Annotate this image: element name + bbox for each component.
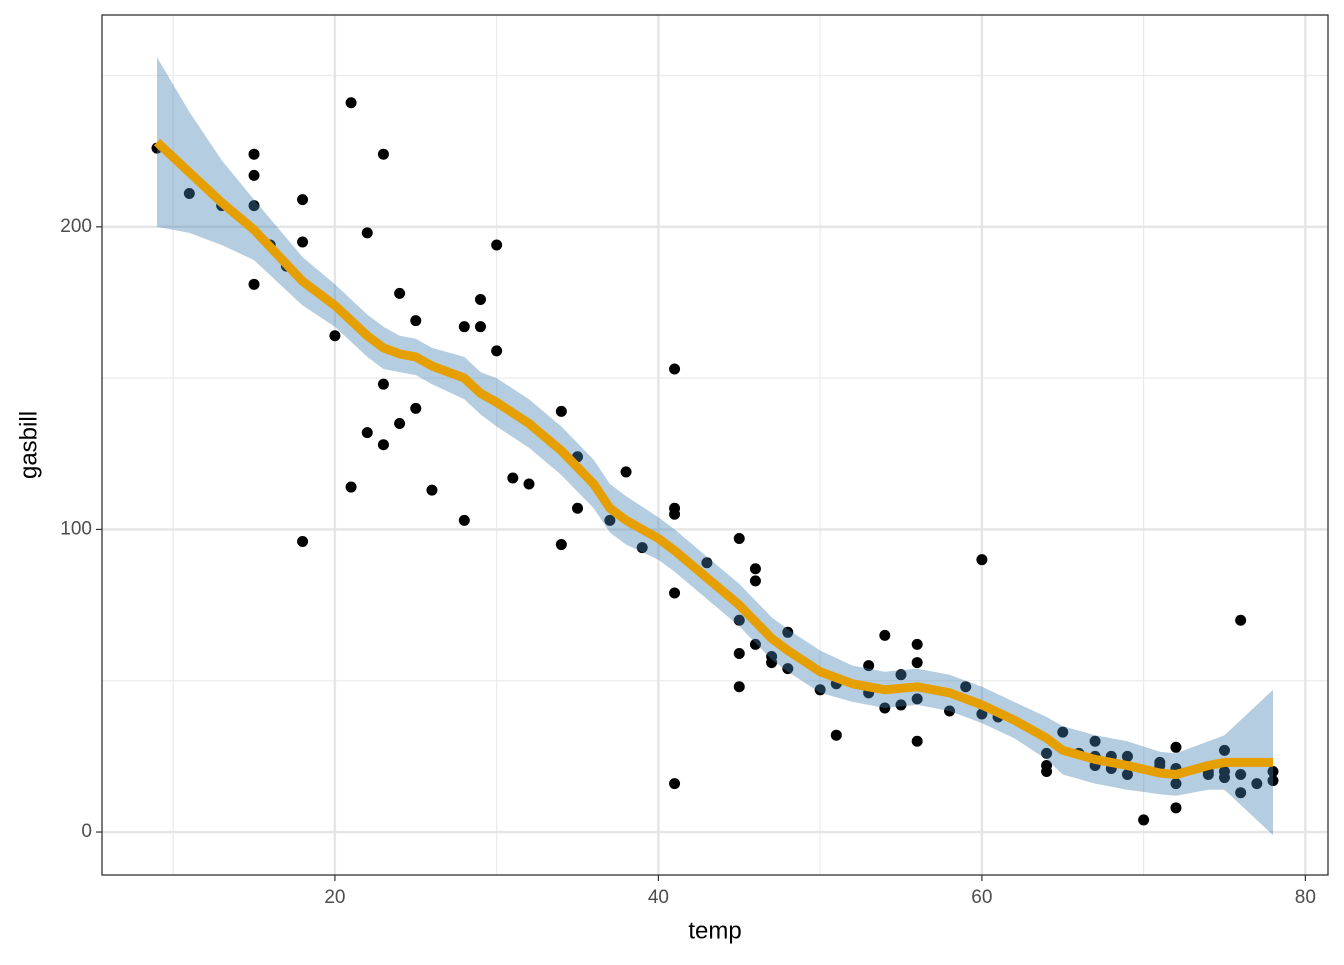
confidence-band xyxy=(157,57,1273,836)
data-point xyxy=(1235,769,1247,781)
data-point xyxy=(733,681,745,693)
data-point xyxy=(960,681,972,693)
data-point xyxy=(879,629,891,641)
data-point xyxy=(733,614,745,626)
data-point xyxy=(669,587,681,599)
data-point xyxy=(911,693,923,705)
data-point xyxy=(1170,741,1182,753)
data-point xyxy=(297,236,309,248)
data-point xyxy=(377,439,389,451)
data-point xyxy=(297,536,309,548)
data-point xyxy=(749,638,761,650)
data-point xyxy=(1235,787,1247,799)
data-point xyxy=(474,293,486,305)
data-point xyxy=(604,514,616,526)
data-point xyxy=(507,472,519,484)
data-point xyxy=(1041,747,1053,759)
x-tick-label: 40 xyxy=(648,887,669,908)
data-point xyxy=(701,557,713,569)
data-point xyxy=(410,402,422,414)
data-point xyxy=(733,533,745,545)
data-point xyxy=(426,484,438,496)
data-point xyxy=(1121,769,1133,781)
data-point xyxy=(636,542,648,554)
data-point xyxy=(458,514,470,526)
data-point xyxy=(911,638,923,650)
x-tick-label: 20 xyxy=(324,887,345,908)
data-point xyxy=(491,345,503,357)
data-point xyxy=(895,699,907,711)
data-point xyxy=(879,702,891,714)
data-point xyxy=(733,647,745,659)
data-point xyxy=(1057,726,1069,738)
data-point xyxy=(766,657,778,669)
data-point xyxy=(911,657,923,669)
data-point xyxy=(830,729,842,741)
data-point xyxy=(814,684,826,696)
data-point xyxy=(248,200,260,212)
data-point xyxy=(976,708,988,720)
data-point xyxy=(749,563,761,575)
data-point xyxy=(297,194,309,206)
data-point xyxy=(345,481,357,493)
data-point xyxy=(782,626,794,638)
data-point xyxy=(1251,778,1263,790)
data-point xyxy=(377,378,389,390)
y-tick-label: 0 xyxy=(81,821,92,842)
data-point xyxy=(361,427,373,439)
data-point xyxy=(361,227,373,239)
data-point xyxy=(1267,766,1279,778)
data-point xyxy=(394,418,406,430)
data-point xyxy=(183,188,195,200)
data-point xyxy=(1089,735,1101,747)
data-point xyxy=(669,508,681,520)
data-point xyxy=(669,363,681,375)
plot-panel xyxy=(102,15,1328,875)
data-point xyxy=(1121,750,1133,762)
data-point xyxy=(555,539,567,551)
data-point xyxy=(1170,802,1182,814)
data-point xyxy=(345,97,357,109)
plot-border xyxy=(101,14,1329,876)
y-axis-title: gasbill xyxy=(15,411,42,479)
data-point xyxy=(749,575,761,587)
data-point xyxy=(669,778,681,790)
data-point xyxy=(248,278,260,290)
data-point xyxy=(1218,772,1230,784)
data-point xyxy=(1138,814,1150,826)
data-point xyxy=(620,466,632,478)
x-axis-title: temp xyxy=(688,917,741,944)
y-tick-label: 200 xyxy=(60,216,92,237)
x-tick-label: 80 xyxy=(1295,887,1316,908)
data-point xyxy=(555,405,567,417)
data-point xyxy=(782,663,794,675)
data-point xyxy=(474,321,486,333)
data-point xyxy=(572,502,584,514)
data-point xyxy=(377,148,389,160)
data-point xyxy=(1235,614,1247,626)
data-point xyxy=(895,669,907,681)
data-point xyxy=(491,239,503,251)
data-point xyxy=(1218,744,1230,756)
data-point xyxy=(944,705,956,717)
smooth-line xyxy=(153,138,1273,779)
data-point xyxy=(1267,775,1279,787)
x-tick-label: 60 xyxy=(971,887,992,908)
data-point xyxy=(863,660,875,672)
data-point xyxy=(248,169,260,181)
data-point xyxy=(911,735,923,747)
data-point xyxy=(248,148,260,160)
data-point xyxy=(329,330,341,342)
data-point xyxy=(394,287,406,299)
data-point xyxy=(1170,778,1182,790)
data-point xyxy=(976,554,988,566)
y-tick-label: 100 xyxy=(60,518,92,539)
data-point xyxy=(1041,766,1053,778)
data-point xyxy=(458,321,470,333)
data-point xyxy=(410,315,422,327)
data-point xyxy=(523,478,535,490)
